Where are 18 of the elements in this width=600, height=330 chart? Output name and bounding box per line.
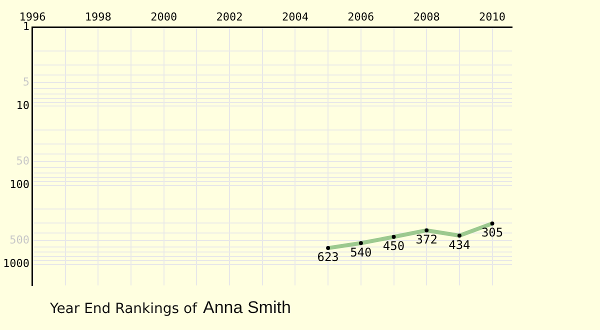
data-label: 450 — [382, 239, 405, 254]
y-tick-label: 10 — [16, 99, 30, 112]
x-tick-label: 2004 — [282, 10, 309, 24]
y-tick-label: 1000 — [2, 257, 30, 270]
x-tick-label: 2008 — [413, 10, 440, 24]
x-tick-label: 2006 — [348, 10, 374, 24]
data-label: 540 — [350, 245, 372, 260]
x-tick-label: 2000 — [150, 10, 178, 24]
data-label: 623 — [317, 250, 339, 264]
x-tick-label: 2010 — [479, 10, 506, 24]
y-tick-label: 100 — [10, 178, 30, 192]
data-label: 434 — [448, 238, 470, 252]
text: Anna Smith — [203, 298, 291, 317]
x-tick-label: 1998 — [84, 10, 112, 24]
x-tick-label: 2002 — [216, 10, 243, 24]
text: Year End Rankings of — [50, 301, 198, 317]
data-label: 372 — [416, 232, 438, 246]
data-label: 305 — [481, 226, 504, 240]
